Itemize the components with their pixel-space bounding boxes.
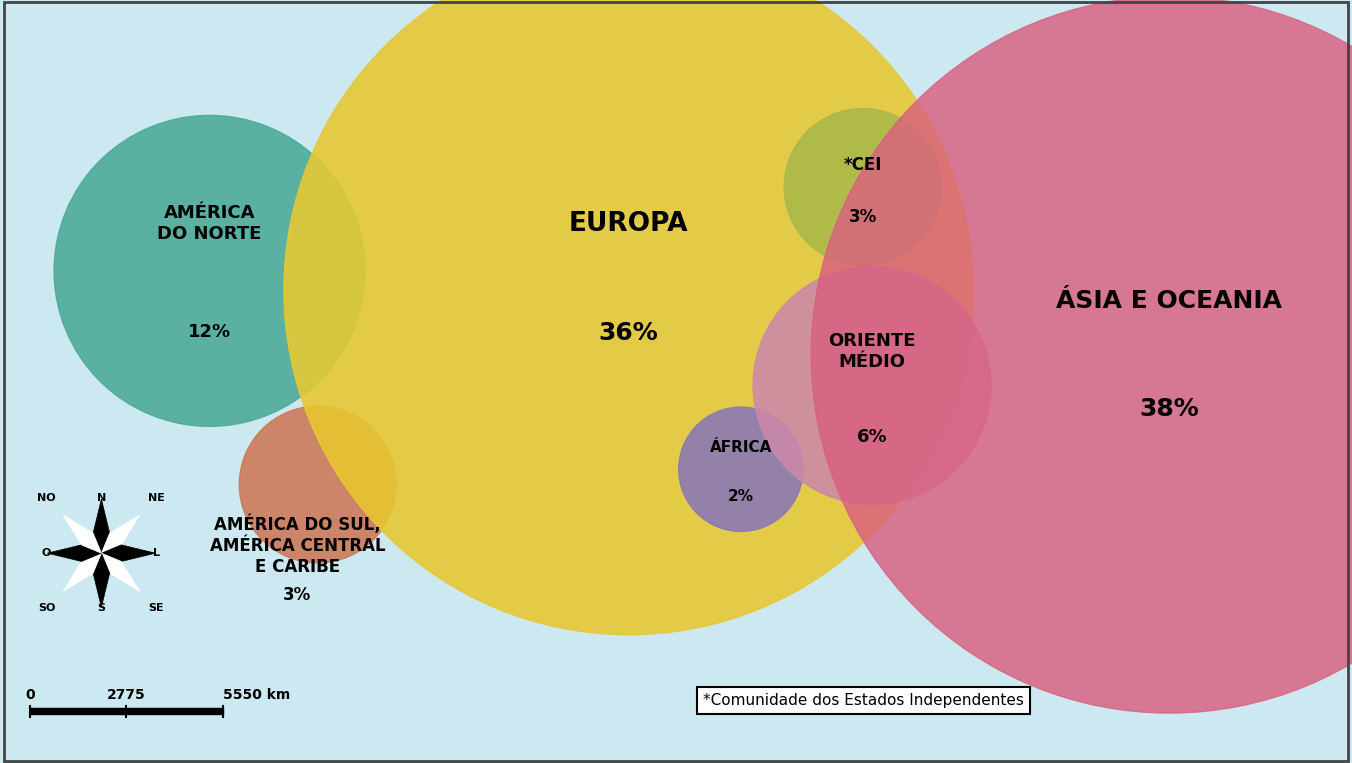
Text: 6%: 6% xyxy=(857,428,887,446)
Text: L: L xyxy=(153,548,160,559)
Polygon shape xyxy=(101,545,155,562)
Text: 5550 km: 5550 km xyxy=(223,688,291,702)
Text: AMÉRICA DO SUL,
AMÉRICA CENTRAL
E CARIBE: AMÉRICA DO SUL, AMÉRICA CENTRAL E CARIBE xyxy=(210,515,385,576)
Text: NO: NO xyxy=(38,494,55,504)
Ellipse shape xyxy=(811,0,1352,713)
Text: 12%: 12% xyxy=(188,323,231,341)
Polygon shape xyxy=(47,545,101,562)
Text: 0: 0 xyxy=(24,688,35,702)
Polygon shape xyxy=(64,515,101,553)
Text: ÁSIA E OCEANIA: ÁSIA E OCEANIA xyxy=(1056,288,1283,313)
Text: 38%: 38% xyxy=(1140,397,1199,421)
Text: 3%: 3% xyxy=(284,586,311,604)
Polygon shape xyxy=(93,499,110,553)
Text: AMÉRICA
DO NORTE: AMÉRICA DO NORTE xyxy=(157,204,262,243)
Text: NE: NE xyxy=(147,494,165,504)
Text: 2%: 2% xyxy=(727,489,754,504)
Polygon shape xyxy=(101,515,139,553)
Text: SO: SO xyxy=(38,603,55,613)
Text: *Comunidade dos Estados Independentes: *Comunidade dos Estados Independentes xyxy=(703,693,1023,708)
Text: ORIENTE
MÉDIO: ORIENTE MÉDIO xyxy=(829,332,915,371)
Polygon shape xyxy=(93,553,110,607)
Ellipse shape xyxy=(54,115,365,427)
Ellipse shape xyxy=(679,407,803,532)
Text: SE: SE xyxy=(149,603,164,613)
Text: ÁFRICA: ÁFRICA xyxy=(710,440,772,455)
Polygon shape xyxy=(64,553,101,591)
Text: 3%: 3% xyxy=(849,208,876,226)
Ellipse shape xyxy=(784,108,941,266)
Text: N: N xyxy=(97,494,105,504)
Text: *CEI: *CEI xyxy=(844,156,882,174)
Text: 2775: 2775 xyxy=(107,688,146,702)
Ellipse shape xyxy=(239,406,396,563)
Ellipse shape xyxy=(284,0,973,635)
Text: 36%: 36% xyxy=(599,320,658,345)
Ellipse shape xyxy=(753,266,991,504)
Text: S: S xyxy=(97,603,105,613)
Polygon shape xyxy=(101,553,139,591)
Text: O: O xyxy=(42,548,51,559)
Text: EUROPA: EUROPA xyxy=(569,211,688,237)
